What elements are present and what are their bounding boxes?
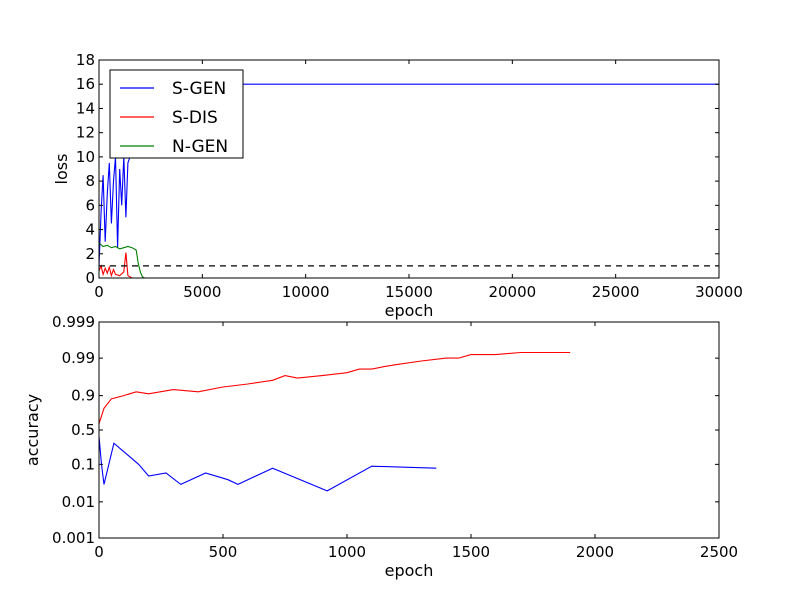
x-tick-label: 20000 [488,283,536,301]
x-tick-label: 0 [94,283,104,301]
y-tick-label: 12 [76,124,95,142]
accuracy-series-group [99,351,571,492]
x-tick-label: 15000 [385,283,433,301]
series-line-series-0 [99,351,571,424]
y-tick-label: 2 [85,245,95,263]
x-tick-label: 10000 [282,283,330,301]
accuracy-x-axis-label: epoch [385,561,434,580]
y-tick-label: 0.5 [71,421,95,439]
accuracy-y-axis-label: accuracy [23,394,42,466]
series-line-series-1 [99,436,437,492]
y-tick-label: 4 [85,221,95,239]
y-tick-label: 0 [85,269,95,287]
legend-label-s-dis: S-DIS [172,108,218,128]
accuracy-plot-frame [98,321,720,539]
x-tick-label: 500 [209,543,238,561]
y-tick-label: 14 [76,99,95,117]
series-line-s-dis [99,252,719,278]
series-line-s-gen [99,83,719,266]
loss-chart: 0 5000 10000 15000 20000 25000 30000 0 2 4 6 8 10 12 1… [52,51,743,320]
y-tick-label: 0.9 [71,387,95,405]
legend-label-n-gen: N-GEN [172,137,228,157]
y-tick-label: 10 [76,148,95,166]
x-tick-label: 0 [94,543,104,561]
y-tick-label: 8 [85,172,95,190]
x-tick-label: 1500 [452,543,490,561]
y-tick-label: 16 [76,75,95,93]
accuracy-chart: 0 500 1000 1500 2000 2500 0.001 0.01 0.1 0.5 0.9 0.… [23,313,738,580]
y-tick-label: 0.1 [71,455,95,473]
x-tick-label: 25000 [592,283,640,301]
x-tick-label: 30000 [695,283,743,301]
series-line-n-gen [99,242,719,278]
y-tick-label: 0.99 [62,349,95,367]
y-tick-label: 0.001 [52,529,95,547]
legend-label-s-gen: S-GEN [172,79,226,99]
loss-series-group [99,83,719,278]
y-tick-label: 0.01 [62,493,95,511]
x-tick-label: 2000 [576,543,614,561]
x-tick-label: 1000 [328,543,366,561]
loss-x-axis-label: epoch [385,301,434,320]
x-tick-label: 5000 [183,283,221,301]
y-tick-label: 18 [76,51,95,69]
loss-ticks: 0 5000 10000 15000 20000 25000 30000 0 2 4 6 8 10 12 1… [76,51,743,301]
y-tick-label: 0.999 [52,313,95,331]
x-tick-label: 2500 [700,543,738,561]
loss-y-axis-label: loss [52,154,71,185]
loss-legend: S-GEN S-DIS N-GEN [109,69,244,159]
y-tick-label: 6 [85,196,95,214]
legend-frame [109,69,244,159]
accuracy-ticks: 0 500 1000 1500 2000 2500 0.001 0.01 0.1 0.5 0.9 0.… [52,313,738,561]
